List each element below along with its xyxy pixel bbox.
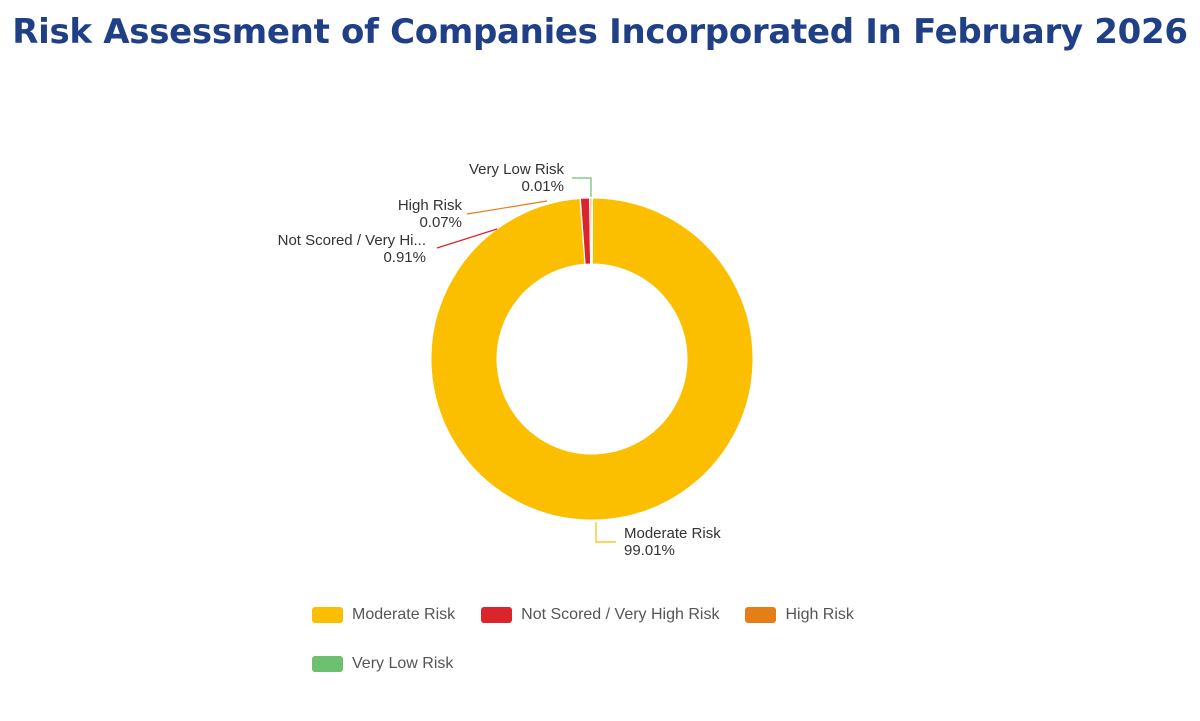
slice-moderate-risk[interactable] (430, 197, 754, 521)
slice-very-low-risk[interactable] (590, 197, 593, 265)
slice-value-moderate-risk: 99.01% (624, 542, 675, 559)
legend-label: Moderate Risk (352, 606, 456, 623)
legend-swatch (312, 607, 343, 623)
legend-label: Very Low Risk (352, 655, 454, 672)
leader-line-moderate-risk (595, 522, 616, 543)
legend-row: Very Low Risk (312, 649, 952, 679)
legend-item-not-scored-very-high-risk[interactable]: Not Scored / Very High Risk (481, 606, 719, 624)
legend-item-very-low-risk[interactable]: Very Low Risk (312, 655, 453, 673)
slice-label-not-scored-very-high-risk: Not Scored / Very Hi... (278, 232, 426, 249)
slice-value-high-risk: 0.07% (419, 214, 462, 231)
slice-value-not-scored-very-high-risk: 0.91% (383, 249, 426, 266)
legend-label: Not Scored / Very High Risk (521, 606, 720, 623)
legend-swatch (312, 656, 343, 672)
leader-line-high-risk (466, 200, 548, 215)
page-title: Risk Assessment of Companies Incorporate… (12, 12, 1188, 52)
legend-row: Moderate Risk Not Scored / Very High Risk… (312, 600, 952, 630)
legend-swatch (745, 607, 777, 623)
slice-label-moderate-risk: Moderate Risk (624, 525, 721, 542)
slice-label-very-low-risk: Very Low Risk (469, 161, 565, 178)
legend-label: High Risk (785, 606, 854, 623)
leader-line-very-low-risk (572, 177, 592, 197)
leader-line-not-scored-very-high-risk (436, 228, 498, 249)
slice-value-very-low-risk: 0.01% (521, 178, 564, 195)
chart-legend: Moderate Risk Not Scored / Very High Risk… (312, 600, 952, 698)
slice-label-high-risk: High Risk (398, 197, 463, 214)
legend-swatch (481, 607, 513, 623)
legend-item-high-risk[interactable]: High Risk (745, 606, 854, 624)
legend-item-moderate-risk[interactable]: Moderate Risk (312, 606, 455, 624)
